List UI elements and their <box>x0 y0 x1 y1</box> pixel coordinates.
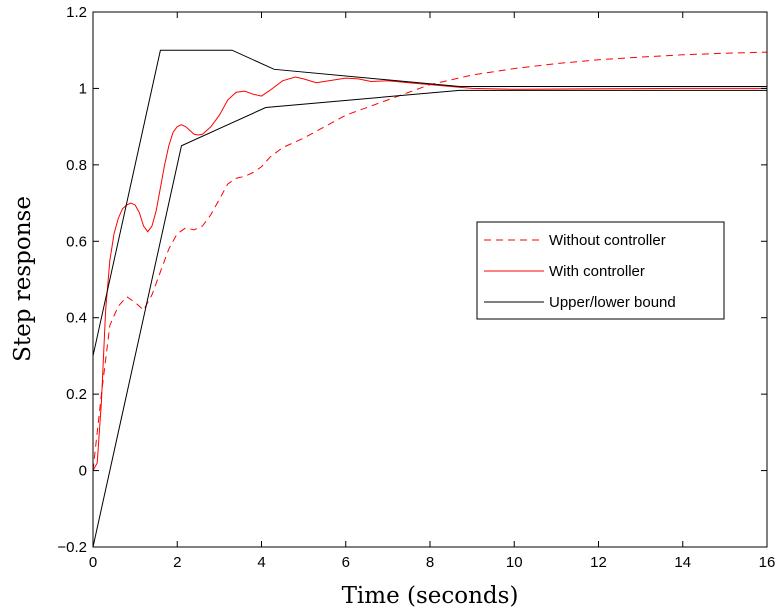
x-tick-label: 6 <box>342 554 350 571</box>
legend: Without controller With controller Upper/l… <box>476 221 725 320</box>
series-line-without-controller-0 <box>92 51 768 471</box>
legend-label: With controller <box>549 263 645 280</box>
tick-layer: 0 2 4 6 8 10 12 14 16−0.200.20.40.60.811.2 <box>57 4 775 571</box>
y-tick-label: 0 <box>79 463 87 480</box>
series-line-lower-bound-3 <box>92 89 767 548</box>
x-tick-label: 10 <box>506 554 523 571</box>
y-tick-label: 1 <box>79 80 87 97</box>
series-line-with-controller-1 <box>92 76 767 471</box>
legend-label: Without controller <box>549 232 666 249</box>
y-tick-label: 0.4 <box>66 310 87 327</box>
x-tick-label: 12 <box>590 554 607 571</box>
series-layer <box>92 49 768 548</box>
legend-label: Upper/lower bound <box>549 294 676 311</box>
y-tick-label: −0.2 <box>57 539 87 556</box>
x-tick-label: 2 <box>173 554 181 571</box>
x-axis-title: Time (seconds) <box>342 583 519 609</box>
y-axis-title: Step response <box>10 196 36 362</box>
x-tick-label: 14 <box>674 554 691 571</box>
y-tick-label: 0.8 <box>66 157 87 174</box>
x-tick-label: 16 <box>759 554 776 571</box>
y-tick-label: 1.2 <box>66 4 87 21</box>
x-tick-label: 8 <box>426 554 434 571</box>
y-tick-label: 0.6 <box>66 233 87 250</box>
y-tick-label: 0.2 <box>66 386 87 403</box>
x-tick-label: 4 <box>257 554 265 571</box>
series-line-upper-lower-bound-2 <box>92 49 767 357</box>
x-tick-label: 0 <box>89 554 97 571</box>
